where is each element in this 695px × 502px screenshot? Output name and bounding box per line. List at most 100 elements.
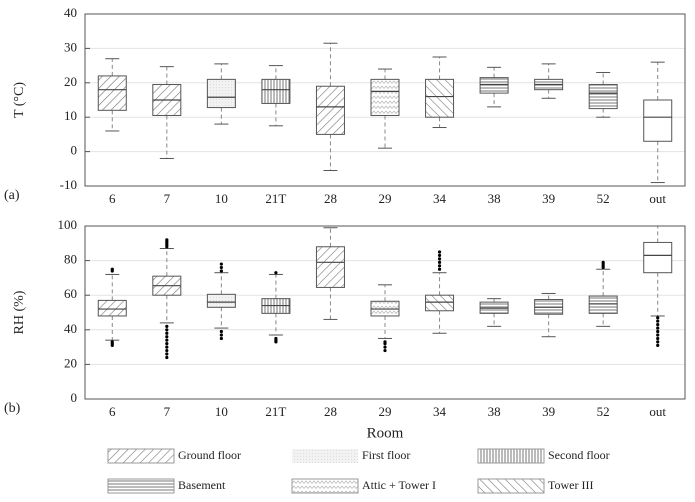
box (206, 293, 236, 308)
y-tick-label: -10 (60, 177, 77, 192)
x-tick-label: 38 (488, 404, 501, 419)
outlier (437, 250, 442, 254)
y-tick-label: 20 (64, 74, 77, 89)
outlier (219, 329, 223, 334)
y-tick-label: 0 (71, 143, 78, 158)
outlier (165, 328, 169, 332)
outlier (165, 342, 169, 346)
x-tick-label: 7 (164, 404, 171, 419)
outlier (656, 323, 660, 327)
box (97, 75, 127, 111)
outlier (110, 267, 114, 271)
y-tick-label: 40 (64, 5, 77, 20)
outlier (165, 238, 169, 242)
x-tick-label: out (649, 191, 666, 206)
y-tick-label: 10 (64, 108, 77, 123)
outlier (165, 348, 169, 353)
x-tick-label: 34 (433, 191, 447, 206)
outlier (437, 260, 442, 264)
outlier (219, 262, 223, 266)
box (206, 78, 236, 109)
box (315, 85, 345, 135)
x-tick-label: 28 (324, 404, 337, 419)
outlier (656, 340, 660, 344)
x-tick-label: out (649, 404, 666, 419)
outlier (165, 335, 169, 339)
x-tick-label: 6 (109, 404, 116, 419)
x-tick-label: 10 (215, 191, 228, 206)
outlier (219, 336, 223, 341)
box (643, 99, 673, 142)
x-tick-label: 52 (597, 404, 610, 419)
plot-frame (84, 225, 686, 400)
panel-label: (b) (4, 401, 21, 416)
outlier (656, 316, 660, 320)
outlier (165, 345, 169, 349)
box (588, 295, 618, 314)
outlier (219, 265, 223, 270)
legend-swatch (292, 449, 358, 463)
y-tick-label: 20 (64, 355, 77, 370)
outlier (656, 329, 660, 334)
legend-swatch (477, 448, 545, 464)
box (425, 78, 455, 118)
outlier (656, 343, 660, 347)
outlier (383, 345, 387, 349)
legend-label: Basement (178, 478, 226, 492)
y-tick-label: 60 (64, 286, 77, 301)
legend-swatch (107, 448, 175, 464)
outlier (656, 326, 660, 330)
y-tick-label: 80 (64, 252, 77, 267)
outlier (656, 319, 660, 323)
y-tick-label: 100 (58, 217, 78, 232)
outlier (656, 333, 660, 337)
y-tick-label: 40 (64, 321, 77, 336)
y-axis-label: RH (%) (12, 290, 27, 334)
legend-label: Second floor (548, 448, 610, 462)
y-axis-label: T (°C) (12, 82, 27, 118)
outlier (656, 336, 660, 341)
outlier (165, 352, 169, 356)
outlier (165, 355, 169, 360)
legend-label: Tower III (548, 478, 593, 492)
x-tick-label: 39 (542, 191, 555, 206)
box (588, 84, 618, 110)
box (315, 246, 345, 288)
x-tick-label: 29 (379, 191, 392, 206)
x-tick-label: 6 (109, 191, 116, 206)
outlier (437, 253, 442, 258)
outlier (219, 333, 223, 337)
box (97, 299, 127, 317)
outlier (383, 348, 387, 353)
legend-label: First floor (362, 448, 410, 462)
y-tick-label: 0 (71, 390, 78, 405)
legend-label: Ground floor (178, 448, 241, 462)
box (479, 77, 509, 94)
outlier (437, 267, 442, 271)
x-tick-label: 38 (488, 191, 501, 206)
outlier (219, 269, 223, 273)
outlier (110, 340, 114, 344)
legend-swatch (291, 478, 359, 494)
legend-label: Attic + Tower I (362, 478, 436, 492)
box (425, 294, 455, 312)
box (370, 78, 400, 116)
x-tick-label: 29 (379, 404, 392, 419)
box (261, 78, 291, 104)
x-tick-label: 21T (265, 404, 286, 419)
x-tick-label: 28 (324, 191, 337, 206)
x-tick-label: 52 (597, 191, 610, 206)
outlier (165, 324, 169, 328)
outlier (437, 264, 442, 268)
plot-frame (84, 13, 686, 187)
outlier (165, 338, 169, 342)
outlier (383, 340, 387, 344)
x-tick-label: 7 (164, 191, 171, 206)
x-tick-label: 21T (265, 191, 286, 206)
outlier (274, 271, 278, 275)
outlier (437, 257, 442, 261)
outlier (601, 260, 605, 264)
box (643, 241, 673, 274)
